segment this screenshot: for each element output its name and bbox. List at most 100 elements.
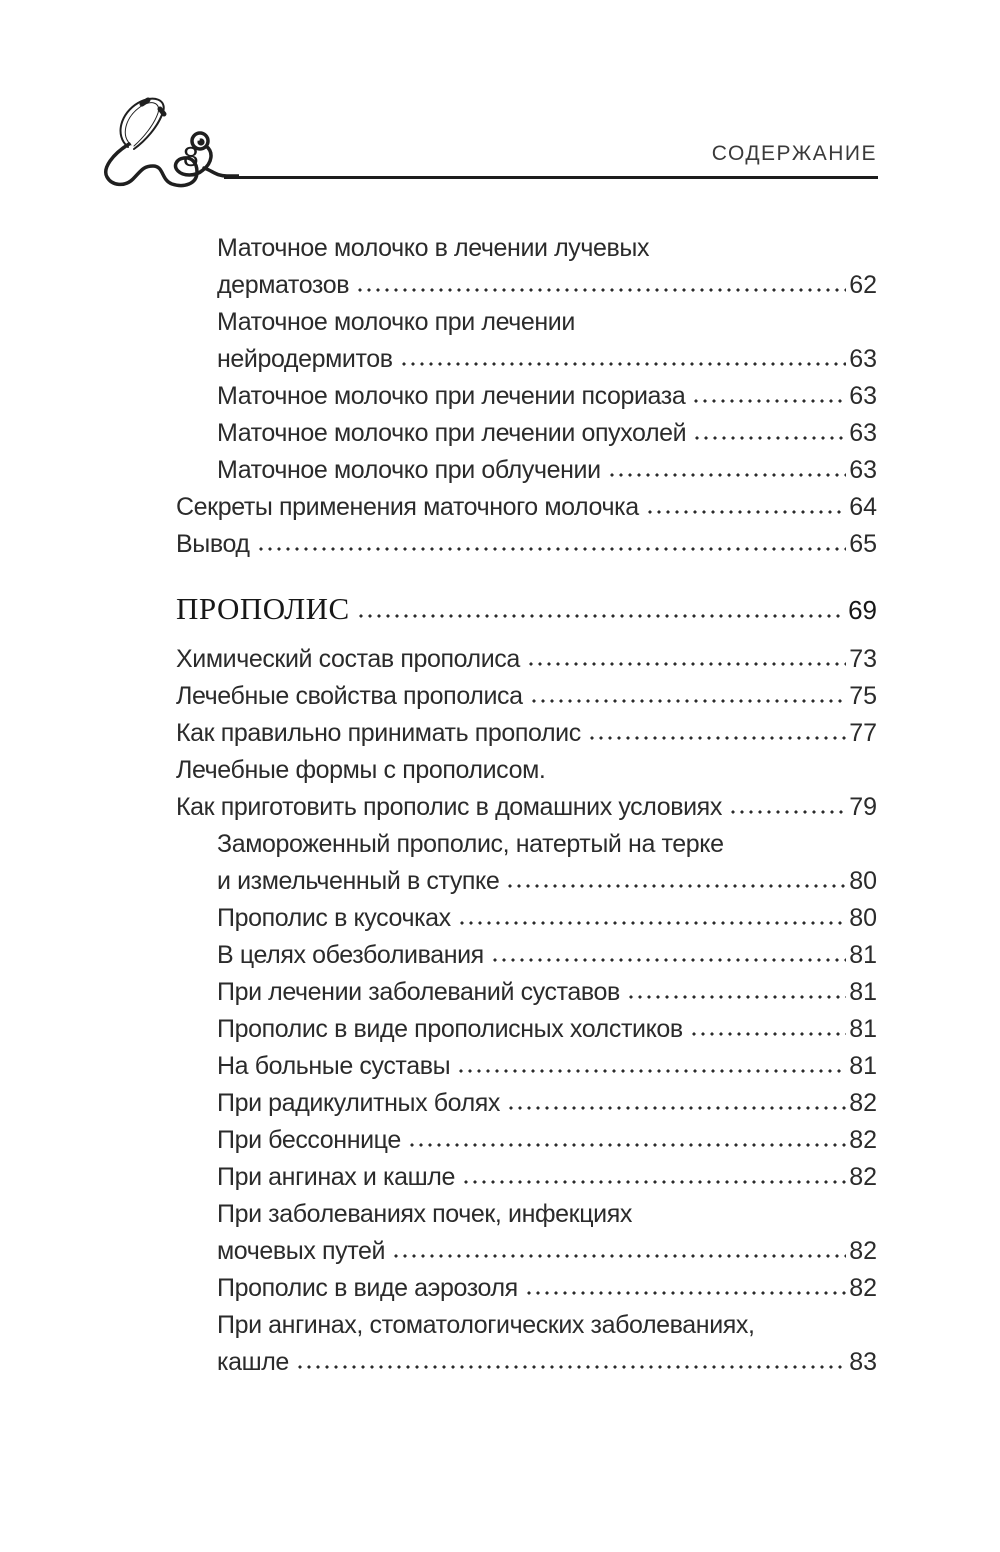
- toc-entry: Маточное молочко при лечении псориаза 63: [176, 382, 877, 419]
- dot-leader: [457, 1068, 847, 1074]
- toc-entry-title: Маточное молочко при лечении псориаза: [217, 382, 686, 410]
- page-number: 8: [183, 141, 199, 172]
- toc-entry-title: и измельченный в ступке: [217, 867, 500, 895]
- toc-entry: На больные суставы 81: [176, 1052, 877, 1089]
- dot-leader: [506, 883, 847, 889]
- toc-entry-page: 63: [849, 419, 877, 447]
- toc-entry: Маточное молочко при лечении опухолей 63: [176, 419, 877, 456]
- toc-entry-title: Лечебные свойства прополиса: [176, 682, 523, 710]
- dot-leader: [295, 1364, 847, 1370]
- dot-leader: [356, 287, 847, 293]
- toc-entry-title: При заболеваниях почек, инфекциях: [217, 1200, 632, 1228]
- toc-entry: Лечебные формы с прополисом.: [176, 756, 877, 793]
- toc-entry: В целях обезболивания 81: [176, 941, 877, 978]
- toc-entry-page: 80: [849, 904, 877, 932]
- toc-entry-title: При ангинах, стоматологических заболеван…: [217, 1311, 755, 1339]
- stethoscope-icon: [104, 97, 239, 188]
- toc-entry-page: 82: [849, 1274, 877, 1302]
- toc-entry-page: 69: [848, 595, 877, 625]
- dot-leader: [693, 435, 847, 441]
- toc-entry: При ангинах и кашле 82: [176, 1163, 877, 1200]
- toc-entry: Маточное молочко при облучении 63: [176, 456, 877, 493]
- dot-leader: [524, 1290, 847, 1296]
- toc-entry: Замороженный прополис, натертый на терке: [176, 830, 877, 867]
- toc-entry-title: Лечебные формы с прополисом.: [176, 756, 546, 784]
- toc-entry: Маточное молочко в лечении лучевых: [176, 234, 877, 271]
- dot-leader: [392, 1253, 847, 1259]
- toc-entry: Прополис в кусочках 80: [176, 904, 877, 941]
- toc-entry-title: Замороженный прополис, натертый на терке: [217, 830, 724, 858]
- toc-entry-title: При ангинах и кашле: [217, 1163, 455, 1191]
- toc: Маточное молочко в лечении лучевых дерма…: [176, 234, 877, 1385]
- toc-entry-title: Прополис в кусочках: [217, 904, 451, 932]
- toc-entry: Вывод 65: [176, 530, 877, 567]
- toc-entry-page: 81: [849, 1015, 877, 1043]
- toc-entry-page: 83: [849, 1348, 877, 1376]
- toc-entry-page: 81: [849, 941, 877, 969]
- toc-entry-title: Как правильно принимать прополис: [176, 719, 581, 747]
- dot-leader: [692, 398, 847, 404]
- toc-entry: нейродермитов 63: [176, 345, 877, 382]
- dot-leader: [645, 509, 847, 515]
- toc-entry-page: 81: [849, 978, 877, 1006]
- toc-entry-title: Маточное молочко при лечении: [217, 308, 575, 336]
- toc-entry: При заболеваниях почек, инфекциях: [176, 1200, 877, 1237]
- toc-entry-title: Химический состав прополиса: [176, 645, 520, 673]
- toc-entry-title: При лечении заболеваний суставов: [217, 978, 620, 1006]
- toc-entry-page: 77: [849, 719, 877, 747]
- dot-leader: [728, 809, 847, 815]
- toc-entry: Прополис в виде прополисных холстиков 81: [176, 1015, 877, 1052]
- dot-leader: [356, 613, 846, 619]
- toc-entry-page: 82: [849, 1237, 877, 1265]
- toc-entry: Лечебные свойства прополиса 75: [176, 682, 877, 719]
- toc-entry-page: 79: [849, 793, 877, 821]
- toc-entry: мочевых путей 82: [176, 1237, 877, 1274]
- toc-entry: Маточное молочко при лечении: [176, 308, 877, 345]
- toc-entry: Химический состав прополиса 73: [176, 645, 877, 682]
- toc-entry: При ангинах, стоматологических заболеван…: [176, 1311, 877, 1348]
- toc-entry: При лечении заболеваний суставов 81: [176, 978, 877, 1015]
- toc-entry-page: 62: [849, 271, 877, 299]
- toc-entry-title: нейродермитов: [217, 345, 393, 373]
- dot-leader: [607, 472, 847, 478]
- toc-entry-title: Маточное молочко в лечении лучевых: [217, 234, 650, 262]
- toc-entry: Секреты применения маточного молочка 64: [176, 493, 877, 530]
- header-divider: [224, 176, 878, 179]
- toc-entry-page: 73: [849, 645, 877, 673]
- dot-leader: [256, 546, 847, 552]
- toc-entry-title: Вывод: [176, 530, 250, 558]
- toc-entry-page: 63: [849, 345, 877, 373]
- toc-entry-page: 82: [849, 1126, 877, 1154]
- toc-entry-page: 64: [849, 493, 877, 521]
- toc-entry: При радикулитных болях 82: [176, 1089, 877, 1126]
- toc-entry-title: Маточное молочко при облучении: [217, 456, 601, 484]
- toc-entry: дерматозов 62: [176, 271, 877, 308]
- toc-entry-page: 82: [849, 1089, 877, 1117]
- toc-entry-title: Секреты применения маточного молочка: [176, 493, 639, 521]
- toc-entry-page: 80: [849, 867, 877, 895]
- dot-leader: [399, 361, 847, 367]
- toc-entry-page: 63: [849, 382, 877, 410]
- dot-leader: [490, 957, 847, 963]
- dot-leader: [529, 698, 847, 704]
- toc-entry-title: При бессоннице: [217, 1126, 401, 1154]
- toc-entry-title: кашле: [217, 1348, 289, 1376]
- toc-entry: Как правильно принимать прополис 77: [176, 719, 877, 756]
- toc-entry-title: На больные суставы: [217, 1052, 451, 1080]
- toc-entry-title: Маточное молочко при лечении опухолей: [217, 419, 687, 447]
- dot-leader: [507, 1105, 847, 1111]
- toc-entry-page: 63: [849, 456, 877, 484]
- toc-entry-title: В целях обезболивания: [217, 941, 484, 969]
- toc-entry-title: Как приготовить прополис в домашних усло…: [176, 793, 722, 821]
- toc-entry: Как приготовить прополис в домашних усло…: [176, 793, 877, 830]
- dot-leader: [407, 1142, 847, 1148]
- dot-leader: [626, 994, 847, 1000]
- dot-leader: [689, 1031, 847, 1037]
- toc-entry: ПРОПОЛИС 69: [176, 591, 877, 637]
- toc-entry-title: Прополис в виде аэрозоля: [217, 1274, 518, 1302]
- toc-entry-title: ПРОПОЛИС: [176, 591, 350, 626]
- toc-entry: кашле 83: [176, 1348, 877, 1385]
- toc-entry-page: 75: [849, 682, 877, 710]
- toc-entry-title: мочевых путей: [217, 1237, 386, 1265]
